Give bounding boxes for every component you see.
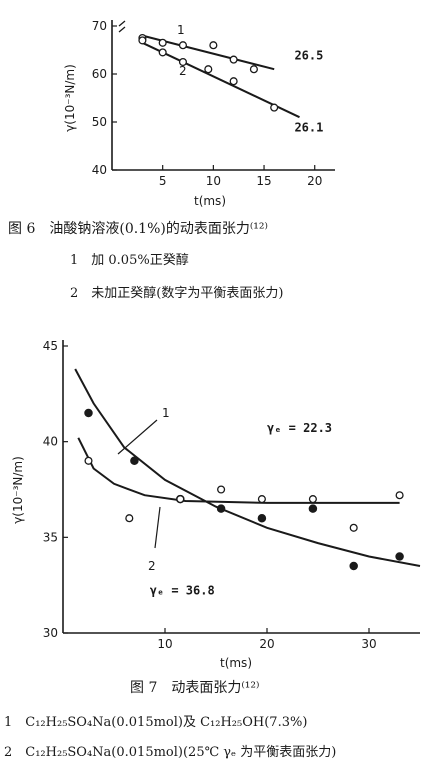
chart2-series-1-point	[349, 561, 358, 571]
chart1-xtick-label: 10	[206, 174, 221, 188]
chart2-series-2-point	[176, 495, 185, 504]
chart-1: γ(10⁻³N/m) t(ms) 40 50 60 70 5 10 15 20 1 2 26.5 26…	[63, 19, 335, 208]
chart2-series-1-point	[308, 504, 318, 513]
chart2-series-1-point	[130, 456, 139, 466]
chart2-series-2-point	[308, 495, 317, 504]
chart1-series-1-point	[249, 65, 258, 74]
chart1-series-2-point	[178, 57, 188, 67]
fig6-caption: 图 6 油酸钠溶液(0.1%)的动表面张力⁽¹²⁾	[8, 221, 268, 237]
chart2-series-2-point	[349, 523, 358, 532]
chart1-ytick-label: 60	[92, 67, 107, 81]
chart2-xtick-label: 30	[361, 637, 376, 651]
chart1-series-2-point	[138, 36, 147, 45]
chart1-series-2-point	[158, 48, 167, 57]
chart2-xtick-label: 20	[259, 637, 274, 651]
chart2-xtick-label: 10	[157, 637, 172, 651]
chart1-ylabel: γ(10⁻³N/m)	[63, 64, 77, 132]
chart1-series-2-point	[229, 77, 238, 86]
chart1-ytick-label: 50	[92, 115, 107, 129]
fig7-note-2: 2 C₁₂H₂₅SO₄Na(0.015mol)(25℃ γₑ 为平衡表面张力)	[4, 745, 337, 760]
chart2-series-1-label: 1	[162, 406, 170, 420]
chart2-series-2-point	[257, 495, 266, 504]
chart2-ytick-label: 40	[43, 435, 58, 449]
chart2-series-2-point	[217, 485, 226, 494]
fig6-note-1: 1 加 0.05%正癸醇	[70, 253, 189, 268]
chart1-series-1-point	[158, 38, 167, 47]
chart1-series-2-point	[270, 103, 279, 112]
chart2-series-1-point	[216, 504, 226, 513]
chart2-series-1-point	[395, 552, 404, 561]
chart1-series-1-point	[178, 41, 188, 50]
chart1-axis-break-mark	[118, 20, 126, 33]
chart2-series-1-line	[74, 368, 421, 567]
chart2-ytick-label: 35	[43, 530, 58, 544]
chart2-ytick-label: 30	[43, 626, 58, 640]
chart2-series-2-label: 2	[148, 559, 156, 573]
chart1-ytick-label: 40	[92, 163, 107, 177]
chart2-xlabel: t(ms)	[220, 656, 252, 670]
chart1-series-1-label: 1	[177, 23, 185, 37]
chart2-ytick-label: 45	[43, 339, 58, 353]
fig7-caption: 图 7 动表面张力⁽¹²⁾	[130, 680, 260, 696]
chart-2: γ(10⁻³N/m) t(ms) 30 35 40 45 10 20 30 1 2 γₑ = 22…	[11, 339, 421, 670]
chart1-series-2-label: 2	[179, 64, 187, 78]
chart1-series-2-point	[204, 65, 213, 74]
chart2-ylabel: γ(10⁻³N/m)	[11, 456, 25, 524]
chart2-series-1-leader	[117, 419, 158, 455]
chart2-annotation: γₑ = 36.8	[150, 584, 215, 598]
chart2-series-2-point	[395, 491, 404, 500]
fig6-note-2: 2 未加正癸醇(数字为平衡表面张力)	[70, 286, 284, 301]
chart1-ytick-label: 70	[92, 19, 107, 33]
chart1-annotation: 26.5	[294, 49, 323, 63]
chart1-xtick-label: 20	[307, 174, 322, 188]
chart1-xlabel: t(ms)	[194, 194, 226, 208]
chart2-series-1-point	[84, 408, 93, 418]
chart2-annotation: γₑ = 22.3	[267, 421, 332, 435]
chart2-series-2-line	[77, 437, 400, 504]
chart2-series-2-point	[125, 514, 134, 523]
chart1-series-1-point	[209, 41, 218, 50]
chart1-series-1-point	[229, 55, 238, 64]
chart2-series-1-point	[257, 513, 267, 523]
chart1-annotation: 26.1	[294, 121, 323, 135]
fig7-note-1: 1 C₁₂H₂₅SO₄Na(0.015mol)及 C₁₂H₂₅OH(7.3%)	[4, 715, 308, 730]
chart2-series-2-leader	[154, 506, 161, 549]
chart1-xtick-label: 5	[159, 174, 167, 188]
chart2-series-2-point	[84, 456, 93, 465]
chart1-xtick-label: 15	[256, 174, 271, 188]
